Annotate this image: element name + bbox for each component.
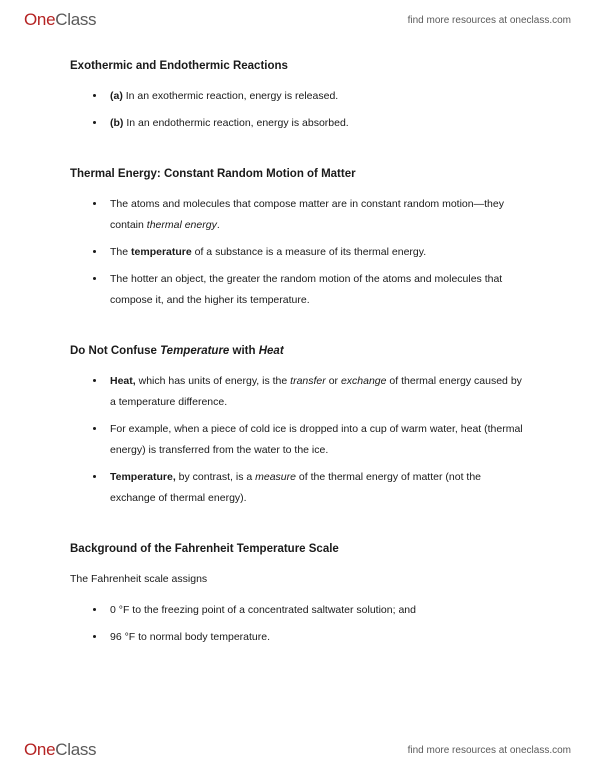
- footer-tagline: find more resources at oneclass.com: [408, 745, 571, 756]
- item-italic: measure: [255, 471, 296, 483]
- brand-class: Class: [55, 740, 96, 760]
- list-item: (b) In an endothermic reaction, energy i…: [106, 113, 525, 134]
- page-footer: OneClass find more resources at oneclass…: [0, 730, 595, 770]
- brand-one: One: [24, 10, 55, 30]
- item-text: For example, when a piece of cold ice is…: [110, 423, 523, 456]
- item-bold: Temperature,: [110, 471, 176, 483]
- item-italic: thermal energy: [147, 219, 217, 231]
- title-pre: Do Not Confuse: [70, 345, 160, 357]
- item-italic: exchange: [341, 375, 387, 387]
- item-text: In an endothermic reaction, energy is ab…: [123, 117, 348, 129]
- item-mid: by contrast, is a: [176, 471, 255, 483]
- section-list-thermal-energy: The atoms and molecules that compose mat…: [70, 194, 525, 311]
- item-mid: which has units of energy, is the: [136, 375, 290, 387]
- brand-class: Class: [55, 10, 96, 30]
- section-title-fahrenheit: Background of the Fahrenheit Temperature…: [70, 543, 525, 555]
- item-text: 96 °F to normal body temperature.: [110, 631, 270, 643]
- title-mid: with: [229, 345, 258, 357]
- item-post: of a substance is a measure of its therm…: [192, 246, 426, 258]
- item-bold: temperature: [131, 246, 192, 258]
- title-italic: Heat: [259, 345, 284, 357]
- section-title-thermal-energy: Thermal Energy: Constant Random Motion o…: [70, 168, 525, 180]
- section-lead-fahrenheit: The Fahrenheit scale assigns: [70, 569, 525, 590]
- item-post: .: [217, 219, 220, 231]
- item-text: The hotter an object, the greater the ra…: [110, 273, 502, 306]
- brand-logo: OneClass: [24, 740, 96, 760]
- section-list-exo-endo: (a) In an exothermic reaction, energy is…: [70, 86, 525, 134]
- list-item: The atoms and molecules that compose mat…: [106, 194, 525, 236]
- item-label: (b): [110, 117, 123, 129]
- list-item: For example, when a piece of cold ice is…: [106, 419, 525, 461]
- section-title-temp-heat: Do Not Confuse Temperature with Heat: [70, 345, 525, 357]
- document-body: Exothermic and Endothermic Reactions (a)…: [0, 0, 595, 728]
- list-item: 0 °F to the freezing point of a concentr…: [106, 600, 525, 621]
- list-item: Heat, which has units of energy, is the …: [106, 371, 525, 413]
- brand-one: One: [24, 740, 55, 760]
- list-item: 96 °F to normal body temperature.: [106, 627, 525, 648]
- item-mid2: or: [326, 375, 341, 387]
- section-list-fahrenheit: 0 °F to the freezing point of a concentr…: [70, 600, 525, 648]
- item-italic: transfer: [290, 375, 326, 387]
- list-item: (a) In an exothermic reaction, energy is…: [106, 86, 525, 107]
- section-list-temp-heat: Heat, which has units of energy, is the …: [70, 371, 525, 509]
- item-text: In an exothermic reaction, energy is rel…: [123, 90, 338, 102]
- list-item: Temperature, by contrast, is a measure o…: [106, 467, 525, 509]
- section-title-exo-endo: Exothermic and Endothermic Reactions: [70, 60, 525, 72]
- page-header: OneClass find more resources at oneclass…: [0, 0, 595, 40]
- brand-logo: OneClass: [24, 10, 96, 30]
- item-text: 0 °F to the freezing point of a concentr…: [110, 604, 416, 616]
- item-bold: Heat,: [110, 375, 136, 387]
- list-item: The temperature of a substance is a meas…: [106, 242, 525, 263]
- item-label: (a): [110, 90, 123, 102]
- title-italic: Temperature: [160, 345, 229, 357]
- item-pre: The: [110, 246, 131, 258]
- list-item: The hotter an object, the greater the ra…: [106, 269, 525, 311]
- header-tagline: find more resources at oneclass.com: [408, 15, 571, 26]
